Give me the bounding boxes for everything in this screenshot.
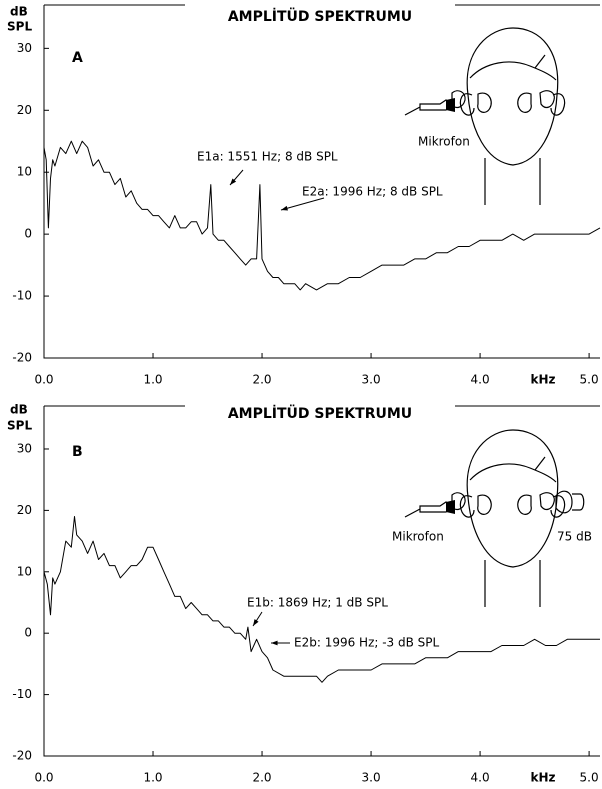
head-illustration — [405, 430, 584, 607]
annotation-arrow — [281, 198, 324, 210]
annotation: E1a: 1551 Hz; 8 dB SPL — [197, 150, 338, 164]
axis-frame — [44, 406, 600, 756]
annotation: E2a: 1996 Hz; 8 dB SPL — [302, 185, 443, 199]
left-earphone — [452, 91, 491, 113]
y-tick-label: 0 — [24, 626, 32, 640]
right-earphone — [518, 493, 555, 515]
right-ear — [551, 496, 565, 517]
y-tick-label: -10 — [12, 289, 32, 303]
panel-label: A — [72, 50, 83, 66]
mic-tip — [446, 98, 455, 112]
x-tick-label: 3.0 — [362, 771, 381, 785]
chart-title: AMPLİTÜD SPEKTRUMU — [228, 7, 412, 25]
mic-tip — [446, 500, 455, 514]
y-tick-label: 30 — [17, 41, 32, 55]
right-earphone — [518, 91, 555, 113]
y-tick-label: 20 — [17, 103, 32, 117]
x-axis-label: kHz — [530, 373, 555, 387]
x-tick-label: 4.0 — [471, 771, 490, 785]
hair-line — [470, 464, 556, 482]
panel-label: B — [72, 444, 83, 460]
x-axis-label: kHz — [530, 771, 555, 785]
arrow-head — [281, 206, 288, 211]
x-tick-label: 0.0 — [34, 373, 53, 387]
x-tick-label: 4.0 — [471, 373, 490, 387]
y-axis-label: dB — [10, 5, 28, 19]
illustration-label: Mikrofon — [418, 135, 470, 149]
illustration-label: 75 dB — [557, 530, 592, 544]
y-axis-label: dB — [10, 403, 28, 417]
x-tick-label: 3.0 — [362, 373, 381, 387]
chart-title: AMPLİTÜD SPEKTRUMU — [228, 404, 412, 422]
hair-strand — [535, 457, 545, 470]
y-axis-label: SPL — [7, 419, 32, 433]
y-tick-label: -20 — [12, 351, 32, 365]
right-ear — [551, 94, 565, 115]
annotation: E1b: 1869 Hz; 1 dB SPL — [247, 596, 388, 610]
x-tick-label: 2.0 — [252, 771, 271, 785]
y-tick-label: 10 — [17, 564, 32, 578]
microphone — [405, 100, 452, 115]
y-axis-label: SPL — [7, 20, 32, 34]
figure: AMPLİTÜD SPEKTRUMUdBSPLAkHz-20-100102030… — [0, 0, 602, 789]
head-outline — [467, 430, 558, 567]
axis-frame — [44, 5, 600, 358]
annotation: E2b: 1996 Hz; -3 dB SPL — [294, 636, 440, 650]
x-tick-label: 5.0 — [580, 771, 599, 785]
y-tick-label: 0 — [24, 227, 32, 241]
y-tick-label: 30 — [17, 441, 32, 455]
arrow-head — [271, 641, 278, 646]
head-illustration — [405, 28, 565, 205]
sound-source — [556, 491, 584, 513]
x-tick-label: 2.0 — [252, 373, 271, 387]
left-earphone — [452, 493, 491, 515]
x-tick-label: 5.0 — [580, 373, 599, 387]
microphone — [405, 502, 452, 517]
x-tick-label: 0.0 — [34, 771, 53, 785]
y-tick-label: -10 — [12, 687, 32, 701]
head-outline — [467, 28, 558, 165]
illustration-label: Mikrofon — [392, 530, 444, 544]
arrow-head — [253, 619, 259, 626]
y-tick-label: 20 — [17, 503, 32, 517]
y-tick-label: -20 — [12, 749, 32, 763]
hair-strand — [535, 55, 545, 68]
x-tick-label: 1.0 — [143, 771, 162, 785]
spectrum-line — [44, 141, 600, 290]
x-tick-label: 1.0 — [143, 373, 162, 387]
y-tick-label: 10 — [17, 165, 32, 179]
hair-line — [470, 62, 556, 80]
